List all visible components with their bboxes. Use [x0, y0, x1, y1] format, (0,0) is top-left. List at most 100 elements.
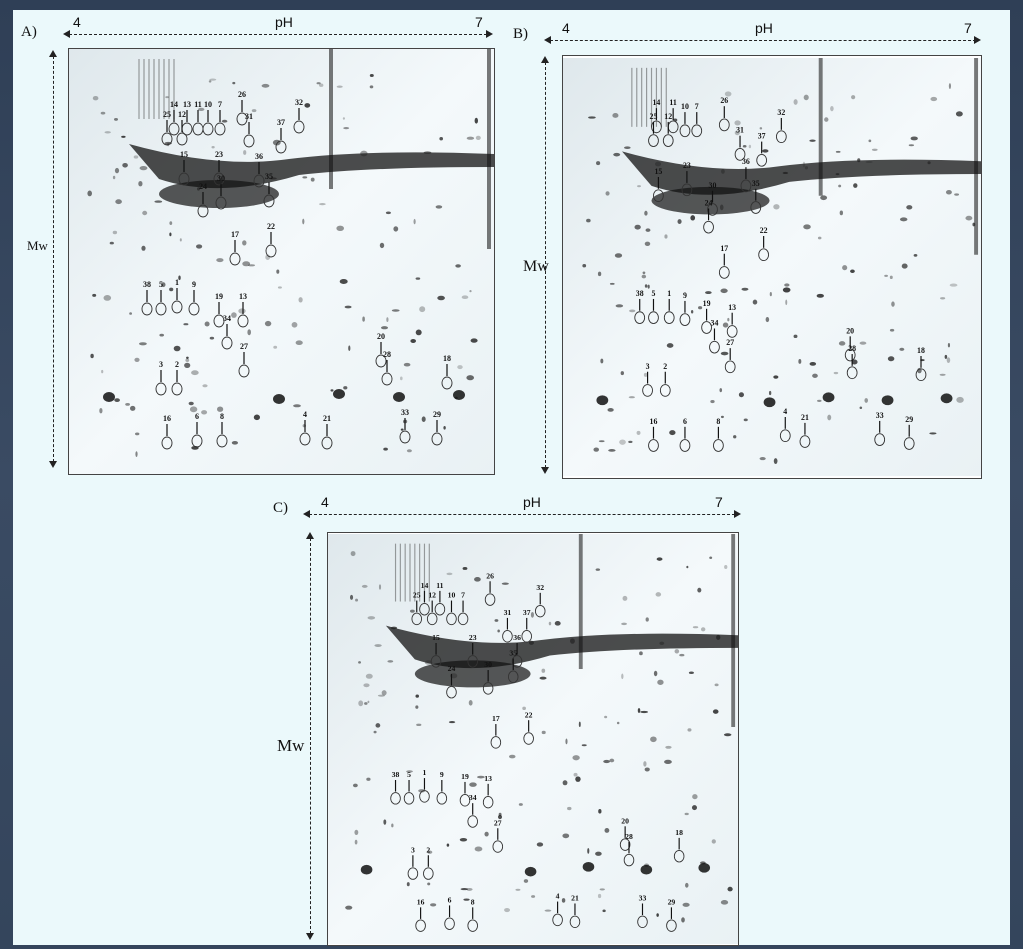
gel-spot [939, 373, 946, 376]
gel-spot [733, 435, 737, 439]
gel-spot [109, 241, 114, 245]
ph-min-label: 4 [321, 494, 329, 510]
gel-spot [523, 879, 529, 883]
mw-axis: Mw [523, 56, 575, 476]
spot-circle [915, 368, 927, 382]
gel-spot [198, 107, 205, 111]
gel-spot [410, 339, 417, 343]
gel-spot [624, 146, 631, 149]
gel-spot [469, 290, 472, 293]
gel-spot-dark [596, 395, 609, 406]
annotated-spot: 4 [552, 892, 563, 927]
gel-spot [956, 396, 964, 403]
gel-spot [466, 375, 475, 381]
spot-number: 21 [801, 413, 809, 422]
gel-spot [494, 619, 499, 622]
spot-number: 24 [448, 664, 456, 673]
spot-number: 27 [726, 338, 734, 347]
spot-number: 23 [215, 150, 223, 159]
gel-spot [965, 215, 973, 221]
spot-circle [507, 670, 519, 683]
gel-spot [666, 343, 674, 348]
gel-spot [367, 616, 376, 620]
ph-arrow [69, 34, 487, 35]
gel-spot [462, 566, 468, 570]
gel-spot [435, 205, 443, 209]
gel-spot [302, 176, 308, 179]
gel-spot [515, 888, 521, 891]
annotated-spot: 6 [191, 412, 203, 448]
gel-spot [381, 326, 388, 330]
annotated-spot: 5 [648, 289, 659, 324]
gel-spot [427, 882, 431, 886]
gel-spot [343, 386, 348, 390]
spot-circle [482, 682, 494, 695]
gel-spot [723, 733, 732, 737]
spot-number: 14 [421, 581, 429, 590]
gel-spot [379, 242, 385, 249]
annotated-spot: 36 [740, 157, 752, 193]
gel-spot [949, 283, 958, 287]
gel-spot [387, 660, 394, 663]
spot-circle [492, 840, 504, 853]
panel-b: B) 4 pH 7 Mw 14 11 10 7 25 12 26 32 31 37 36 15 23 30… [510, 10, 1010, 480]
mw-arrow [545, 62, 546, 468]
annotated-spot: 19 [213, 292, 225, 328]
gel-spot [354, 839, 358, 845]
spot-number: 34 [223, 314, 231, 323]
annotated-spot: 22 [265, 222, 277, 258]
gel-spot [375, 723, 381, 728]
ph-axis-label: pH [523, 494, 541, 510]
spot-number: 9 [683, 291, 687, 300]
annotated-spot: 4 [299, 410, 311, 446]
mw-arrowhead-up [306, 532, 314, 539]
spot-circle [679, 313, 691, 326]
gel-spot [565, 738, 568, 745]
gel-spot [400, 428, 404, 431]
annotated-spot: 34 [221, 314, 233, 350]
spot-circle [679, 439, 691, 452]
gel-spot [201, 410, 208, 415]
spot-number: 30 [217, 174, 225, 183]
gel-spot [769, 291, 772, 297]
gel-spot [196, 244, 203, 249]
gel-spot [536, 842, 544, 847]
spot-number: 20 [621, 816, 629, 825]
spot-circle [756, 153, 768, 167]
spot-number: 35 [752, 179, 760, 188]
spot-circle [724, 360, 736, 374]
annotated-spot: 29 [431, 410, 443, 446]
ph-arrowhead-right [486, 30, 493, 38]
gel-spot [253, 414, 260, 421]
spot-number: 38 [392, 770, 400, 779]
gel-spot [191, 370, 199, 376]
gel-spot-dark [640, 864, 653, 875]
spot-number: 13 [484, 774, 492, 783]
gel-spot [677, 219, 682, 225]
gel-spot [139, 166, 148, 171]
gel-spot [705, 291, 712, 295]
gel-spot [295, 340, 303, 346]
gel-spot [403, 362, 411, 367]
spot-number: 14 [170, 100, 178, 109]
annotated-spot: 27 [238, 342, 250, 378]
spot-circle [642, 384, 653, 397]
spot-number: 12 [428, 591, 436, 600]
annotated-spot: 38 [634, 289, 646, 324]
gel-spot-dark [881, 395, 894, 406]
annotated-spot: 26 [718, 96, 730, 132]
spot-circle [426, 612, 438, 626]
spot-circle [459, 794, 471, 807]
gel-spot [474, 846, 483, 852]
gel-spot [415, 277, 421, 280]
gel-spot [644, 210, 648, 216]
gel-spot [830, 105, 834, 112]
spot-number: 11 [436, 581, 443, 590]
gel-spot [122, 163, 128, 168]
gel-spot [393, 226, 399, 232]
gel-spot [929, 432, 937, 435]
spot-circle [155, 382, 167, 396]
gel-spot [169, 287, 174, 292]
spot-circle [709, 340, 720, 354]
gel-spot [644, 241, 651, 246]
